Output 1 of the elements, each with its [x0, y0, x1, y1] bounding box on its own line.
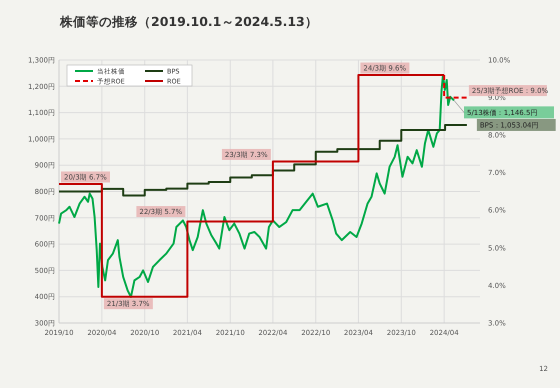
chart-title: 株価等の推移（2019.10.1～2024.5.13）	[59, 14, 318, 29]
